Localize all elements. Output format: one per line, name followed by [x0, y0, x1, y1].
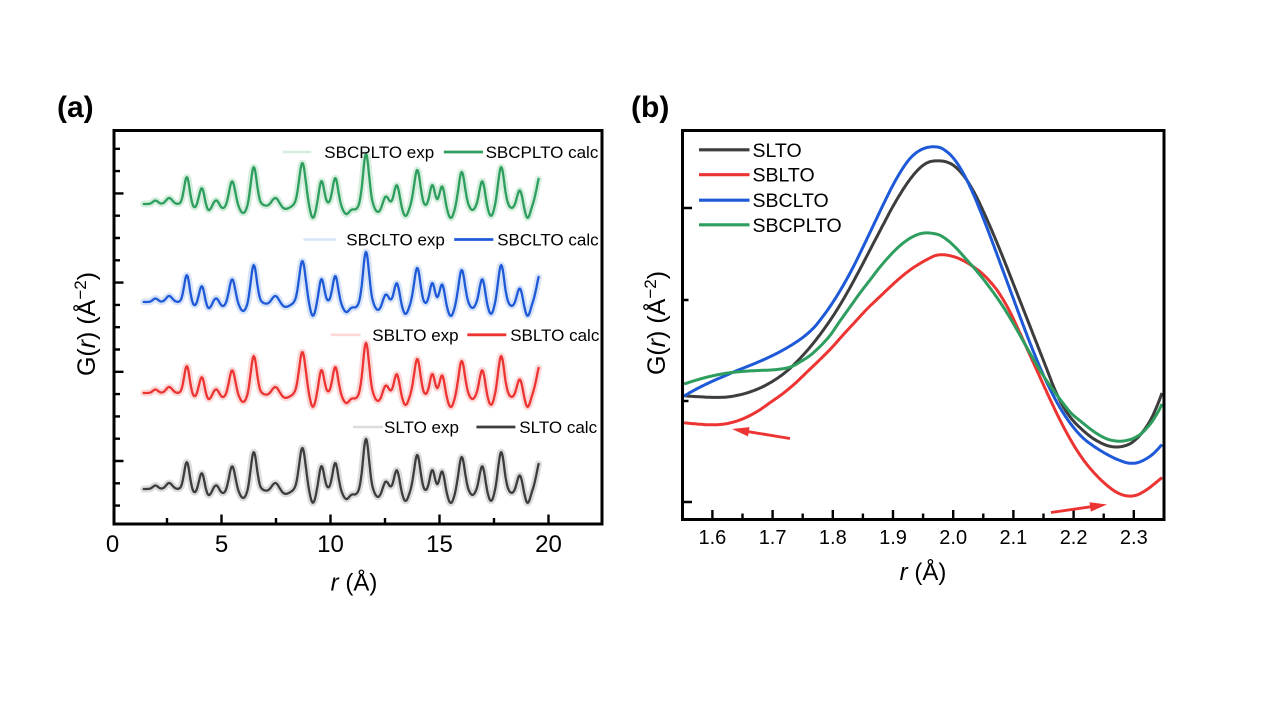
svg-text:15: 15	[426, 531, 453, 558]
svg-text:SBCPLTO exp: SBCPLTO exp	[324, 143, 434, 162]
svg-text:1.8: 1.8	[819, 527, 847, 549]
svg-text:SBCLTO: SBCLTO	[753, 190, 829, 212]
svg-text:SLTO calc: SLTO calc	[519, 418, 597, 437]
svg-text:1.9: 1.9	[879, 527, 907, 549]
svg-text:0: 0	[106, 531, 119, 558]
svg-text:10: 10	[317, 531, 344, 558]
svg-text:SBCLTO exp: SBCLTO exp	[346, 231, 445, 250]
svg-text:1.6: 1.6	[698, 527, 726, 549]
svg-text:20: 20	[535, 531, 562, 558]
svg-text:SBLTO: SBLTO	[753, 165, 815, 187]
svg-text:1.7: 1.7	[759, 527, 787, 549]
svg-text:SBCPLTO: SBCPLTO	[753, 215, 842, 237]
svg-text:2.2: 2.2	[1060, 527, 1088, 549]
svg-text:2.3: 2.3	[1120, 527, 1148, 549]
svg-text:SBCPLTO calc: SBCPLTO calc	[486, 143, 599, 162]
svg-text:2.1: 2.1	[999, 527, 1027, 549]
svg-text:(a): (a)	[57, 91, 94, 124]
svg-text:r (Å): r (Å)	[900, 558, 947, 586]
svg-text:SBLTO calc: SBLTO calc	[510, 326, 600, 345]
svg-text:SBLTO exp: SBLTO exp	[372, 326, 458, 345]
svg-text:SLTO exp: SLTO exp	[384, 418, 459, 437]
svg-text:5: 5	[215, 531, 228, 558]
svg-text:r (Å): r (Å)	[331, 569, 378, 597]
svg-text:SBCLTO calc: SBCLTO calc	[497, 231, 599, 250]
svg-text:2.0: 2.0	[939, 527, 967, 549]
svg-text:SLTO: SLTO	[753, 140, 802, 162]
svg-text:(b): (b)	[631, 91, 669, 124]
